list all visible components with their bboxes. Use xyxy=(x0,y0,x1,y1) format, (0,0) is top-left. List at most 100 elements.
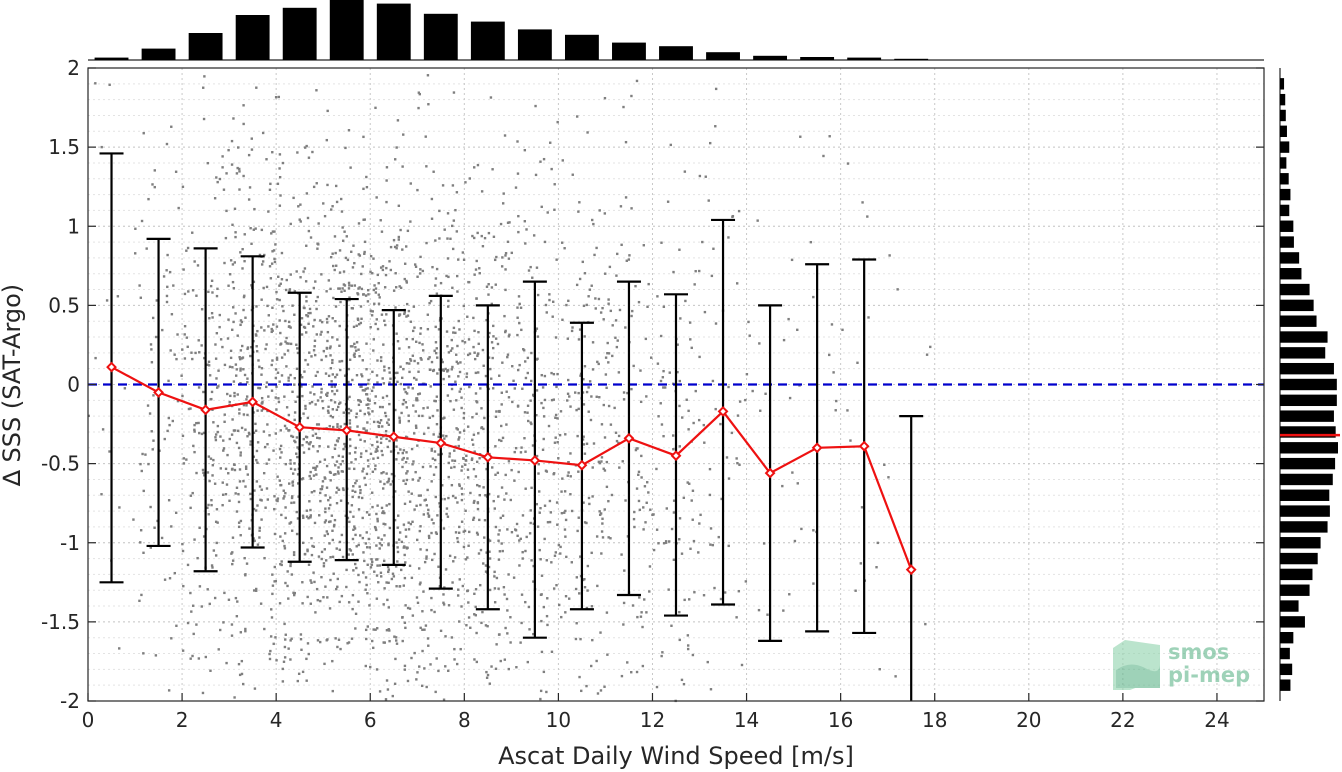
scatter-point xyxy=(494,667,498,670)
scatter-point xyxy=(430,197,434,201)
scatter-point xyxy=(425,548,429,552)
scatter-point xyxy=(364,576,368,579)
scatter-point xyxy=(616,339,619,342)
scatter-point xyxy=(442,601,445,604)
scatter-point xyxy=(496,471,500,475)
scatter-point xyxy=(602,318,605,321)
scatter-point xyxy=(678,538,681,541)
scatter-point xyxy=(475,631,478,635)
scatter-point xyxy=(291,484,295,487)
scatter-point xyxy=(242,295,246,299)
scatter-point xyxy=(245,404,248,407)
scatter-point xyxy=(412,404,415,407)
scatter-point xyxy=(476,352,480,356)
scatter-point xyxy=(235,486,239,489)
scatter-point xyxy=(809,240,813,244)
scatter-point xyxy=(177,206,180,210)
scatter-point xyxy=(293,593,296,597)
scatter-point xyxy=(272,249,276,252)
scatter-point xyxy=(478,493,481,497)
scatter-point xyxy=(507,573,510,576)
scatter-point xyxy=(719,597,723,601)
scatter-point xyxy=(585,684,588,688)
scatter-point xyxy=(429,299,433,303)
scatter-point xyxy=(545,311,548,314)
scatter-point xyxy=(317,222,320,225)
scatter-point xyxy=(368,546,372,549)
scatter-point xyxy=(138,284,141,287)
scatter-point xyxy=(365,175,368,179)
scatter-point xyxy=(200,432,204,436)
scatter-point xyxy=(751,389,754,393)
scatter-point xyxy=(548,293,551,296)
scatter-point xyxy=(517,295,521,298)
scatter-point xyxy=(339,197,343,201)
y-histogram-bar xyxy=(1280,442,1338,454)
scatter-point xyxy=(433,399,436,403)
scatter-point xyxy=(289,273,292,276)
scatter-point xyxy=(539,558,542,561)
scatter-point xyxy=(660,654,663,658)
scatter-point xyxy=(822,154,825,158)
scatter-point xyxy=(394,408,397,412)
scatter-point xyxy=(472,433,476,436)
scatter-point xyxy=(637,300,641,304)
scatter-point xyxy=(309,477,313,480)
scatter-point xyxy=(332,296,335,300)
scatter-point xyxy=(531,444,535,447)
scatter-point xyxy=(624,499,627,502)
scatter-point xyxy=(216,430,219,434)
scatter-point xyxy=(363,559,366,563)
scatter-point xyxy=(520,621,523,625)
scatter-point xyxy=(359,491,362,495)
scatter-point xyxy=(397,538,401,541)
scatter-point xyxy=(535,327,539,330)
scatter-point xyxy=(781,484,784,488)
scatter-point xyxy=(756,219,759,222)
scatter-point xyxy=(139,529,143,532)
scatter-point xyxy=(246,413,249,417)
scatter-point xyxy=(396,546,399,549)
scatter-point xyxy=(445,330,449,333)
scatter-point xyxy=(494,445,497,448)
scatter-point xyxy=(560,490,563,493)
scatter-point xyxy=(444,367,447,371)
scatter-point xyxy=(475,460,479,464)
scatter-point xyxy=(414,265,418,268)
scatter-point xyxy=(678,517,682,520)
scatter-point xyxy=(442,527,446,530)
scatter-point xyxy=(383,365,386,368)
scatter-point xyxy=(523,148,527,152)
scatter-point xyxy=(586,564,590,568)
scatter-point xyxy=(123,387,127,390)
scatter-point xyxy=(290,501,293,505)
scatter-point xyxy=(425,165,428,168)
scatter-point xyxy=(299,220,302,223)
scatter-point xyxy=(408,370,411,374)
scatter-point xyxy=(514,186,518,189)
scatter-point xyxy=(309,514,312,517)
scatter-point xyxy=(406,546,409,550)
scatter-point xyxy=(503,314,506,318)
scatter-point xyxy=(338,249,342,252)
scatter-point xyxy=(422,349,425,352)
scatter-point xyxy=(374,528,378,532)
scatter-point xyxy=(600,552,603,555)
scatter-point xyxy=(484,624,488,627)
scatter-point xyxy=(397,235,401,239)
scatter-point xyxy=(647,491,650,494)
scatter-point xyxy=(360,375,364,378)
scatter-point xyxy=(247,153,251,157)
scatter-point xyxy=(384,523,387,526)
scatter-point xyxy=(340,533,344,537)
y-histogram-bar xyxy=(1280,109,1286,122)
scatter-point xyxy=(714,407,717,411)
scatter-point xyxy=(255,305,258,308)
scatter-point xyxy=(169,349,172,352)
scatter-point xyxy=(649,508,652,511)
scatter-point xyxy=(854,589,857,592)
scatter-point xyxy=(445,507,449,510)
scatter-point xyxy=(507,667,510,671)
scatter-point xyxy=(614,319,618,322)
scatter-point xyxy=(305,657,308,661)
